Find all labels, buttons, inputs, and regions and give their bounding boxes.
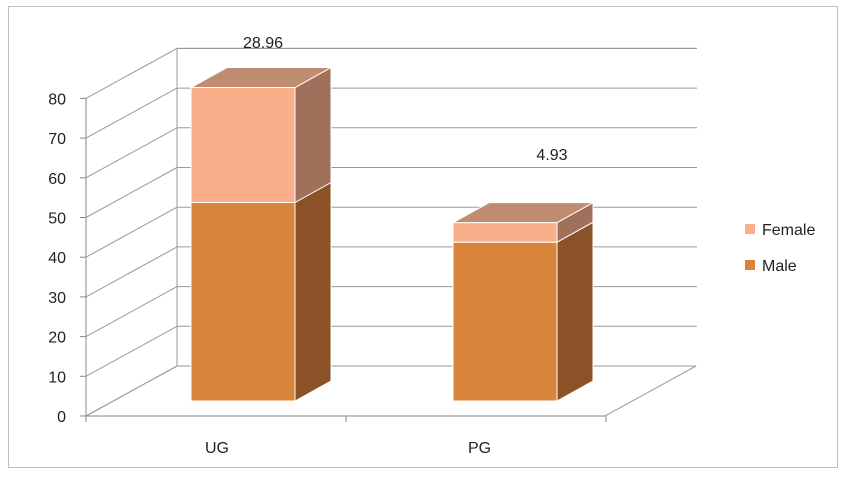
bar-segment-male-pg-side: [556, 221, 594, 402]
x-tick-label-ug: UG: [205, 440, 229, 457]
y-tick-label: 20: [48, 330, 66, 347]
gridline-diagonal: [85, 87, 178, 139]
gridline-diagonal: [85, 286, 178, 338]
y-axis: 0 10 20 30 40 50 60 70 80: [48, 91, 86, 426]
chart-floor-plane: [85, 365, 697, 417]
y-tick-label: 60: [48, 171, 66, 188]
bar-segment-male-pg: [452, 241, 558, 402]
y-tick-label: 80: [48, 91, 66, 108]
gridline-diagonal: [85, 325, 178, 377]
legend-swatch-male: [745, 260, 755, 270]
y-tick-label: 50: [48, 211, 66, 228]
bar-segment-male-ug-side: [294, 181, 332, 402]
legend-swatch-female: [745, 224, 755, 234]
data-label: 4.93: [536, 147, 567, 164]
gridline-diagonal: [85, 127, 178, 179]
legend-label-male: Male: [762, 258, 797, 275]
data-label: 28.96: [243, 35, 283, 52]
bar-segment-female-ug-side: [294, 66, 332, 204]
y-tick-label: 30: [48, 290, 66, 307]
gridline-diagonal: [85, 167, 178, 218]
bar-stack-ug: [189, 66, 333, 402]
data-labels: 28.96 4.93: [243, 35, 568, 164]
bar-segment-male-ug: [190, 202, 296, 402]
y-tick-label: 0: [57, 409, 66, 426]
bars: [189, 66, 595, 402]
x-axis: UG PG: [85, 416, 607, 457]
legend: Female Male: [745, 222, 815, 275]
y-tick-label: 10: [48, 369, 66, 386]
gridline-diagonal: [85, 47, 178, 99]
bar-segment-female-pg-top: [451, 202, 595, 224]
y-tick-label: 70: [48, 131, 66, 148]
bar-segment-female-ug: [190, 87, 296, 203]
y-tick-label: 40: [48, 250, 66, 267]
bar-segment-female-ug-top: [189, 67, 333, 89]
gridline-diagonal: [85, 206, 178, 258]
gridline-diagonal: [85, 246, 178, 298]
chart-floor: [85, 365, 697, 417]
bar-segment-female-pg: [452, 222, 558, 243]
gridlines: [85, 47, 697, 417]
x-tick-label-pg: PG: [468, 440, 491, 457]
chart-frame: [8, 6, 838, 468]
bar-stack-pg: [451, 201, 595, 402]
legend-label-female: Female: [762, 222, 815, 239]
